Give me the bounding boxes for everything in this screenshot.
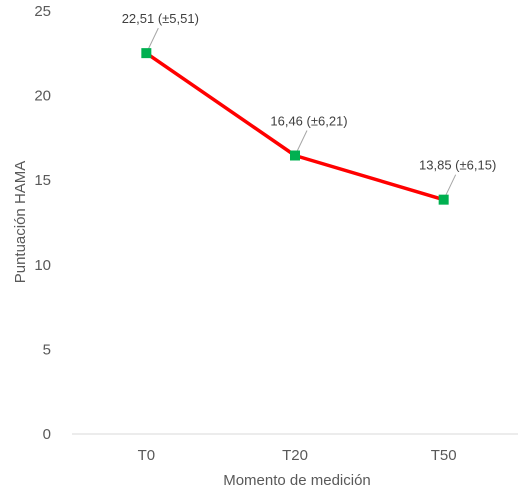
y-axis-title: Puntuación HAMA (12, 161, 29, 284)
x-tick-label: T50 (431, 447, 457, 464)
leader-line (146, 27, 159, 52)
x-tick-label: T20 (282, 447, 308, 464)
data-point-marker (141, 48, 152, 59)
leader-line (295, 130, 308, 154)
y-tick-label: 10 (34, 257, 51, 274)
leader-line (444, 174, 457, 198)
data-label: 22,51 (±5,51) (122, 11, 199, 26)
x-axis-title: Momento de medición (223, 472, 371, 489)
y-axis-ticks: 0 5 10 15 20 25 (34, 3, 51, 443)
series-markers (141, 48, 449, 205)
y-tick-label: 5 (43, 341, 51, 358)
data-label: 13,85 (±6,15) (419, 158, 496, 173)
data-point-marker (438, 194, 449, 205)
leader-lines (146, 27, 457, 198)
y-tick-label: 15 (34, 172, 51, 189)
y-tick-label: 25 (34, 3, 51, 20)
x-tick-label: T0 (138, 447, 156, 464)
y-tick-label: 0 (43, 426, 51, 443)
y-tick-label: 20 (34, 88, 51, 105)
data-labels: 22,51 (±5,51) 16,46 (±6,21) 13,85 (±6,15) (122, 11, 497, 173)
data-label: 16,46 (±6,21) (270, 113, 347, 128)
data-point-marker (290, 150, 300, 161)
x-axis-ticks: T0 T20 T50 (138, 447, 457, 464)
